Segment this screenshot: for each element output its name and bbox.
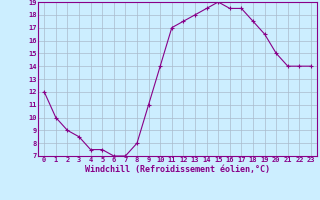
X-axis label: Windchill (Refroidissement éolien,°C): Windchill (Refroidissement éolien,°C) (85, 165, 270, 174)
